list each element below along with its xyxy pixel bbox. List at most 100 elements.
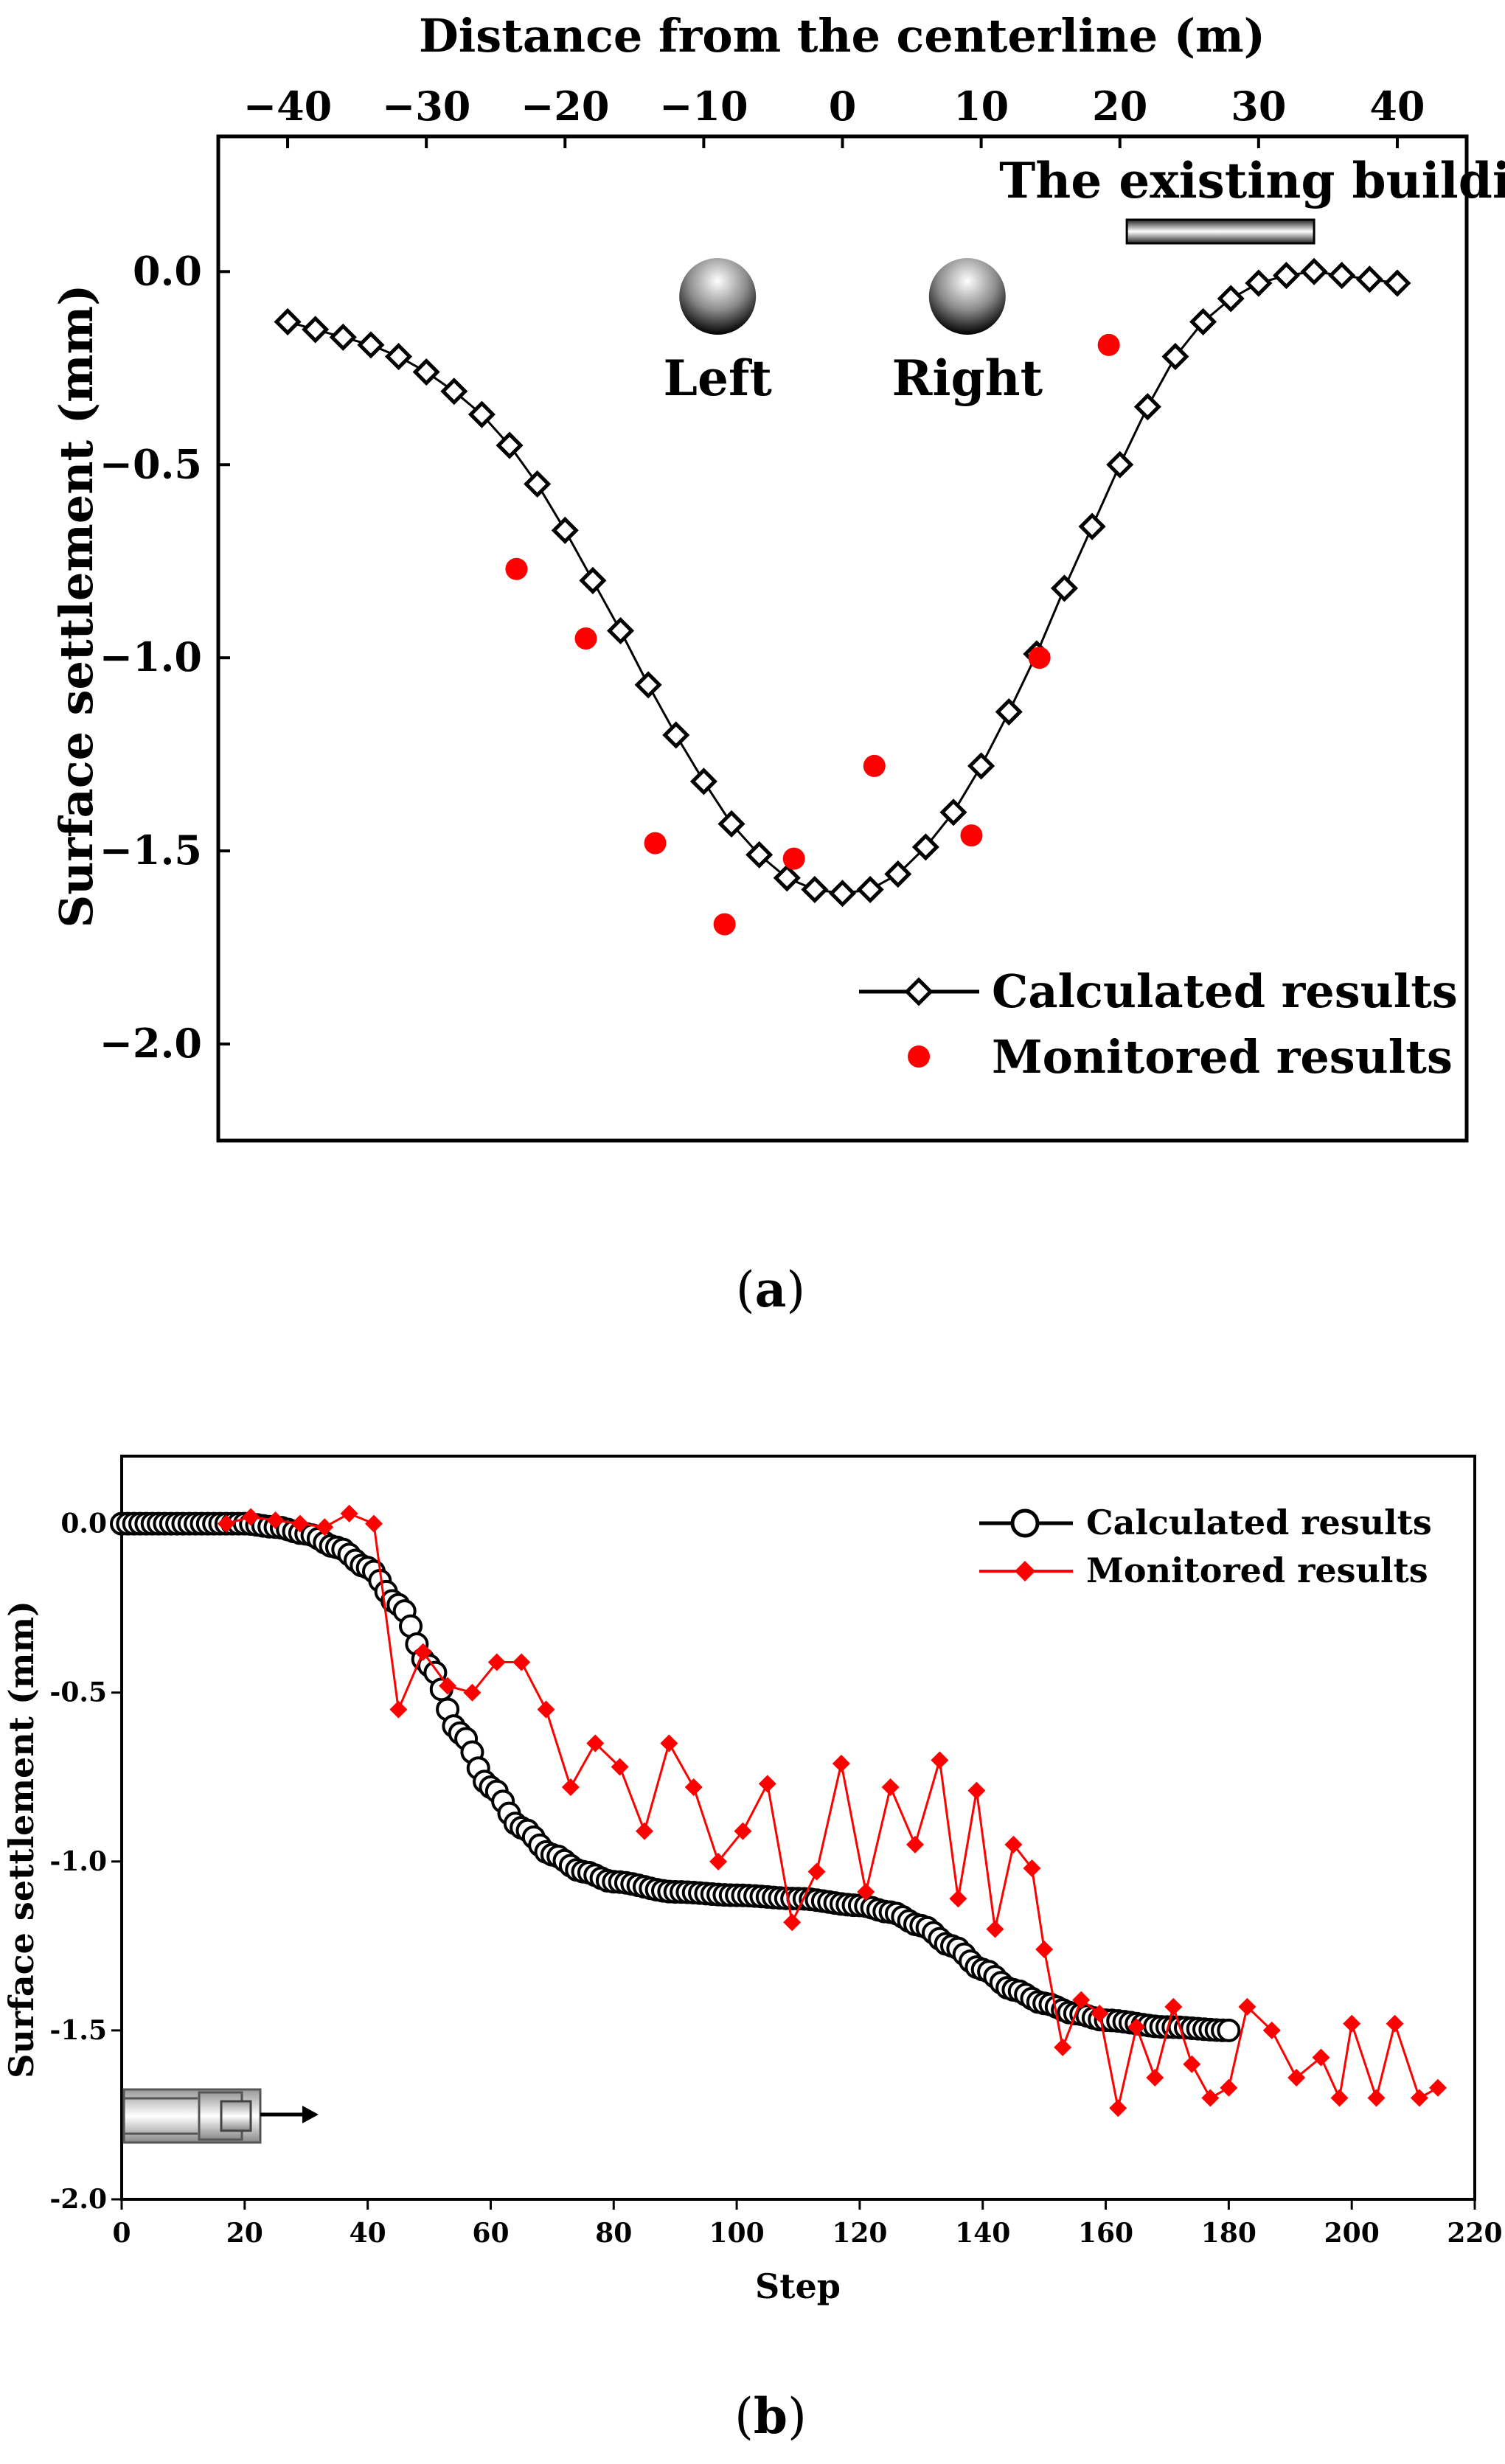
calculated-point-a (302, 316, 330, 344)
monitored-point-b (1004, 1835, 1023, 1854)
x-tick-label-b: 20 (226, 2218, 263, 2249)
monitored-point-b (1220, 2078, 1238, 2097)
caption-b: (b) (734, 2387, 807, 2445)
x-tick-label-b: 0 (112, 2218, 131, 2249)
monitored-point-b (1386, 2014, 1404, 2033)
calculated-point-a (801, 875, 829, 904)
tunnel-right-label: Right (892, 349, 1043, 407)
legend-b-calculated-marker (1010, 1508, 1040, 1538)
monitored-point-b (1127, 2018, 1146, 2036)
calculated-point-a (1078, 512, 1106, 540)
monitored-point-b (463, 1683, 482, 1702)
tbm-icon (122, 2088, 319, 2144)
monitored-point-b (1367, 2089, 1386, 2107)
x-ticks-a: −40 −30 −20 −10 0 10 20 30 40 (243, 83, 1425, 148)
tunnel-right-icon (928, 258, 1006, 335)
tunnels: Left Right (664, 258, 1043, 407)
monitored-point-b (242, 1508, 260, 1526)
calculated-point-a (773, 864, 801, 892)
x-ticks-b: 0 20 40 60 80 100 120 140 160 180 200 220 (112, 2199, 1503, 2249)
caption-a: (a) (736, 1261, 805, 1318)
x-tick-label-a: 20 (1092, 83, 1147, 130)
calculated-point-a (856, 875, 884, 904)
calculated-point-a (496, 431, 524, 459)
legend-a-calculated-label: Calculated results (992, 964, 1458, 1018)
x-tick-label-b: 120 (832, 2218, 887, 2249)
monitored-point-b (1091, 2005, 1109, 2022)
monitored-point-b (1312, 2048, 1330, 2067)
monitored-point-b (635, 1822, 653, 1840)
x-tick-label-a: 40 (1369, 83, 1425, 130)
tunnel-left-icon (679, 258, 757, 335)
calculated-point-a (995, 697, 1023, 726)
monitored-point-b (340, 1504, 358, 1522)
panel-a: Distance from the centerline (m) −40 −30−… (49, 9, 1505, 1318)
calculated-line-b (122, 1522, 1229, 2032)
calculated-point-a (606, 616, 635, 645)
monitored-point-b (1238, 1997, 1257, 2016)
x-axis-title-b: Step (755, 2266, 841, 2306)
y-tick-label-a: 0.0 (133, 247, 202, 294)
calculated-point-a (689, 768, 717, 796)
y-tick-label-a: −1.0 (100, 633, 202, 681)
x-tick-label-b: 100 (709, 2218, 765, 2249)
calculated-point-a (1383, 269, 1411, 297)
monitored-point-b (611, 1758, 629, 1776)
monitored-point-b (660, 1734, 678, 1753)
monitored-point-b (1054, 2038, 1072, 2056)
x-tick-label-b: 180 (1201, 2218, 1257, 2249)
monitored-point-b (389, 1700, 408, 1719)
monitored-point-b (758, 1775, 776, 1793)
x-tick-label-b: 160 (1078, 2218, 1133, 2249)
monitored-point-b (1146, 2069, 1164, 2087)
calculated-point-a (911, 833, 939, 861)
calculated-point-a (1050, 574, 1079, 602)
legend-a: Calculated results Monitored results (859, 964, 1458, 1084)
monitored-point-b (537, 1700, 555, 1719)
legend-b-monitored-marker (1015, 1561, 1035, 1581)
legend-a-monitored-marker (908, 1045, 930, 1068)
calculated-point-a (1300, 257, 1328, 285)
calculated-point-a (440, 377, 468, 406)
existing-building-bar (1125, 218, 1315, 245)
y-tick-label-a: −1.5 (100, 826, 202, 874)
y-tick-label-a: −2.0 (100, 1020, 202, 1067)
x-tick-label-b: 220 (1447, 2218, 1502, 2249)
monitored-point-b (487, 1653, 506, 1671)
monitored-point-b (1330, 2089, 1349, 2107)
monitored-point-b (1428, 2078, 1447, 2097)
calculated-point-a (1217, 285, 1245, 313)
calculated-line-a (287, 270, 1398, 895)
calculated-point-a (551, 516, 579, 544)
monitored-point-b (967, 1781, 986, 1800)
monitored-point-a (1097, 333, 1120, 356)
monitored-point-b (364, 1514, 383, 1533)
monitored-point-b (1343, 2014, 1361, 2033)
monitored-point-b (586, 1734, 605, 1753)
monitored-point-b (291, 1514, 309, 1533)
monitored-point-a (574, 627, 597, 650)
monitored-point-b (316, 1518, 334, 1536)
monitored-point-b (783, 1913, 802, 1932)
x-tick-label-a: −20 (521, 83, 609, 130)
monitored-point-b (439, 1677, 457, 1695)
x-tick-label-a: 30 (1231, 83, 1286, 130)
calculated-point-a (1189, 307, 1217, 335)
calculated-point-a (329, 323, 357, 351)
existing-building-label: The existing building (999, 152, 1505, 209)
calculated-point-a (1161, 343, 1189, 371)
calculated-point-a (1328, 262, 1356, 290)
legend-b-calculated-label: Calculated results (1086, 1503, 1432, 1542)
y-ticks-b: 0.0 -0.5 -1.0 -1.5 -2.0 (49, 1508, 122, 2215)
monitored-point-b (1262, 2021, 1281, 2039)
monitored-point-b (217, 1514, 235, 1533)
legend-b-monitored-label: Monitored results (1086, 1551, 1428, 1590)
monitored-point-b (561, 1778, 580, 1797)
series-a (274, 257, 1411, 936)
calculated-point-a (745, 841, 774, 869)
calculated-point-a (468, 400, 496, 428)
monitored-point-b (1201, 2089, 1220, 2107)
monitored-point-b (906, 1835, 924, 1854)
calculated-point-a (412, 358, 440, 386)
